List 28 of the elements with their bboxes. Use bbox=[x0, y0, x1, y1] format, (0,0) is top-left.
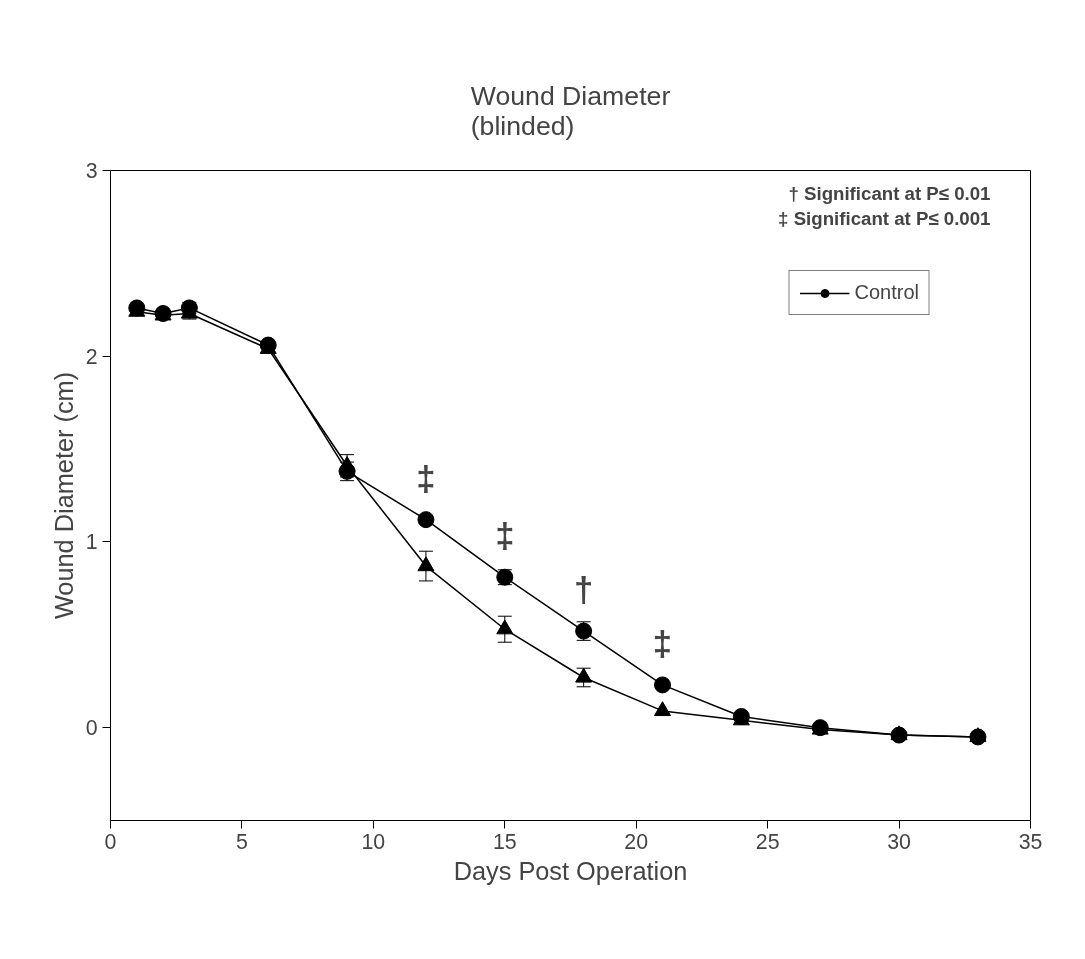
x-tick-label: 0 bbox=[104, 829, 117, 854]
annotation: ‡ bbox=[652, 624, 673, 663]
point bbox=[417, 511, 435, 529]
y-tick-label: 0 bbox=[85, 716, 98, 741]
x-tick-label: 30 bbox=[887, 829, 912, 854]
x-tick-label: 25 bbox=[755, 829, 780, 854]
annotation: † Significant at P≤ 0.01 ‡ Significant at P≤ 0.001 bbox=[778, 182, 991, 229]
point bbox=[654, 701, 671, 717]
point bbox=[338, 456, 356, 471]
x-tick-label: 15 bbox=[492, 829, 517, 854]
point bbox=[654, 676, 671, 694]
x-axis-title: Days Post Operation bbox=[453, 856, 688, 885]
point bbox=[417, 556, 435, 572]
y-tick-label: 3 bbox=[85, 159, 98, 183]
point bbox=[575, 667, 593, 683]
y-tick-label: 1 bbox=[85, 530, 98, 555]
y-axis-title: Wound Diameter (cm) bbox=[49, 371, 78, 620]
annotation: † bbox=[574, 571, 594, 610]
x-tick-label: 5 bbox=[236, 829, 248, 854]
x-tick-label: 35 bbox=[1018, 829, 1043, 854]
point bbox=[496, 619, 514, 635]
chart-title: Wound Diameter (blinded) bbox=[470, 80, 671, 141]
annotation: ‡ bbox=[416, 459, 436, 498]
x-tick-label: 10 bbox=[361, 829, 386, 854]
annotation: ‡ bbox=[495, 517, 515, 556]
x-tick-label: 20 bbox=[624, 829, 649, 854]
y-tick-label: 2 bbox=[85, 344, 98, 369]
legend-label: Control bbox=[854, 281, 919, 304]
